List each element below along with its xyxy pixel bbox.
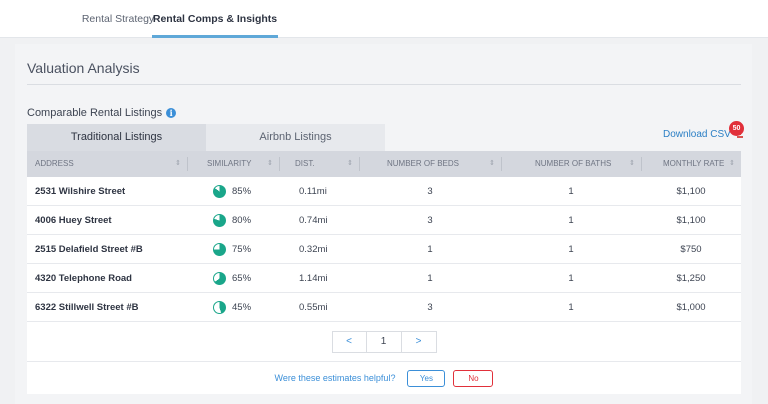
pagination: < 1 > bbox=[27, 322, 741, 362]
tab-airbnb-listings[interactable]: Airbnb Listings bbox=[206, 124, 385, 151]
similarity-pie-icon bbox=[213, 242, 226, 256]
monthly-rate-cell: $1,250 bbox=[676, 272, 706, 284]
beds-cell: 3 bbox=[427, 185, 433, 197]
address-cell[interactable]: 4320 Telephone Road bbox=[35, 272, 132, 284]
page-number-button[interactable]: 1 bbox=[366, 330, 402, 353]
similarity-cell: 45% bbox=[187, 300, 279, 314]
next-page-button[interactable]: > bbox=[401, 330, 437, 353]
beds-cell: 1 bbox=[427, 272, 433, 284]
baths-cell: 1 bbox=[568, 301, 574, 313]
page-title: Valuation Analysis bbox=[27, 60, 140, 76]
feedback-question: Were these estimates helpful? bbox=[274, 373, 396, 383]
column-header-baths[interactable]: NUMBER OF BATHS ⇕ bbox=[501, 151, 641, 177]
baths-cell: 1 bbox=[568, 272, 574, 284]
monthly-rate-cell: $1,100 bbox=[676, 185, 706, 197]
comps-table: ADDRESS ⇕ SIMILARITY ⇕ DIST. ⇕ NUMBER OF BE… bbox=[27, 151, 741, 394]
baths-cell: 1 bbox=[568, 185, 574, 197]
monthly-rate-cell: $1,100 bbox=[676, 214, 706, 226]
distance-cell: 0.11mi bbox=[299, 185, 327, 197]
baths-cell: 1 bbox=[568, 214, 574, 226]
column-header-monthly-rate[interactable]: MONTHLY RATE ⇕ bbox=[641, 151, 741, 177]
sort-icon: ⇕ bbox=[347, 160, 353, 167]
monthly-rate-cell: $750 bbox=[680, 243, 702, 255]
feedback-bar: Were these estimates helpful? Yes No bbox=[27, 362, 741, 394]
column-header-similarity[interactable]: SIMILARITY ⇕ bbox=[187, 151, 279, 177]
beds-cell: 3 bbox=[427, 214, 433, 226]
column-header-address[interactable]: ADDRESS ⇕ bbox=[27, 151, 187, 177]
address-cell[interactable]: 4006 Huey Street bbox=[35, 214, 112, 226]
yes-button[interactable]: Yes bbox=[407, 369, 446, 387]
distance-cell: 0.74mi bbox=[299, 214, 328, 226]
tab-rental-strategy[interactable]: Rental Strategy bbox=[81, 13, 155, 25]
baths-cell: 1 bbox=[568, 243, 574, 255]
similarity-cell: 85% bbox=[187, 184, 279, 198]
sort-icon: ⇕ bbox=[729, 160, 735, 167]
top-tab-bar: Rental Strategy Rental Comps & Insights bbox=[0, 0, 768, 38]
table-row[interactable]: 2531 Wilshire Street 85% 0.11mi 3 1 $1,1… bbox=[27, 177, 741, 206]
table-row[interactable]: 4320 Telephone Road 65% 1.14mi 1 1 $1,25… bbox=[27, 264, 741, 293]
similarity-cell: 75% bbox=[187, 242, 279, 256]
address-cell[interactable]: 2515 Delafield Street #B bbox=[35, 243, 143, 255]
similarity-pie-icon bbox=[213, 184, 226, 198]
info-icon[interactable]: i bbox=[166, 108, 177, 118]
section-title: Comparable Rental Listings i bbox=[27, 107, 177, 119]
title-divider bbox=[27, 84, 741, 85]
distance-cell: 1.14mi bbox=[299, 272, 328, 284]
sort-icon: ⇕ bbox=[267, 160, 273, 167]
beds-cell: 1 bbox=[427, 243, 433, 255]
similarity-pie-icon bbox=[213, 300, 226, 314]
download-csv-label: Download CSV bbox=[663, 128, 731, 140]
listing-tabs: Traditional Listings Airbnb Listings bbox=[27, 124, 385, 151]
address-cell[interactable]: 6322 Stillwell Street #B bbox=[35, 301, 139, 313]
notification-badge: 50 bbox=[729, 121, 744, 136]
address-cell[interactable]: 2531 Wilshire Street bbox=[35, 185, 126, 197]
sort-icon: ⇕ bbox=[629, 160, 635, 167]
table-row[interactable]: 2515 Delafield Street #B 75% 0.32mi 1 1 … bbox=[27, 235, 741, 264]
table-row[interactable]: 4006 Huey Street 80% 0.74mi 3 1 $1,100 bbox=[27, 206, 741, 235]
distance-cell: 0.32mi bbox=[299, 243, 328, 255]
tab-traditional-listings[interactable]: Traditional Listings bbox=[27, 124, 206, 151]
similarity-cell: 65% bbox=[187, 271, 279, 285]
table-row[interactable]: 6322 Stillwell Street #B 45% 0.55mi 3 1 … bbox=[27, 293, 741, 322]
similarity-pie-icon bbox=[213, 271, 226, 285]
table-header: ADDRESS ⇕ SIMILARITY ⇕ DIST. ⇕ NUMBER OF BE… bbox=[27, 151, 741, 177]
tab-rental-comps-insights[interactable]: Rental Comps & Insights bbox=[152, 0, 278, 38]
no-button[interactable]: No bbox=[453, 369, 494, 387]
column-header-dist[interactable]: DIST. ⇕ bbox=[279, 151, 359, 177]
monthly-rate-cell: $1,000 bbox=[676, 301, 706, 313]
prev-page-button[interactable]: < bbox=[331, 330, 367, 353]
similarity-pie-icon bbox=[213, 213, 226, 227]
similarity-cell: 80% bbox=[187, 213, 279, 227]
table-body: 2531 Wilshire Street 85% 0.11mi 3 1 $1,1… bbox=[27, 177, 741, 322]
beds-cell: 3 bbox=[427, 301, 433, 313]
distance-cell: 0.55mi bbox=[299, 301, 328, 313]
section-title-text: Comparable Rental Listings bbox=[27, 107, 163, 119]
sort-icon: ⇕ bbox=[175, 160, 181, 167]
column-header-beds[interactable]: NUMBER OF BEDS ⇕ bbox=[359, 151, 501, 177]
sort-icon: ⇕ bbox=[489, 160, 495, 167]
